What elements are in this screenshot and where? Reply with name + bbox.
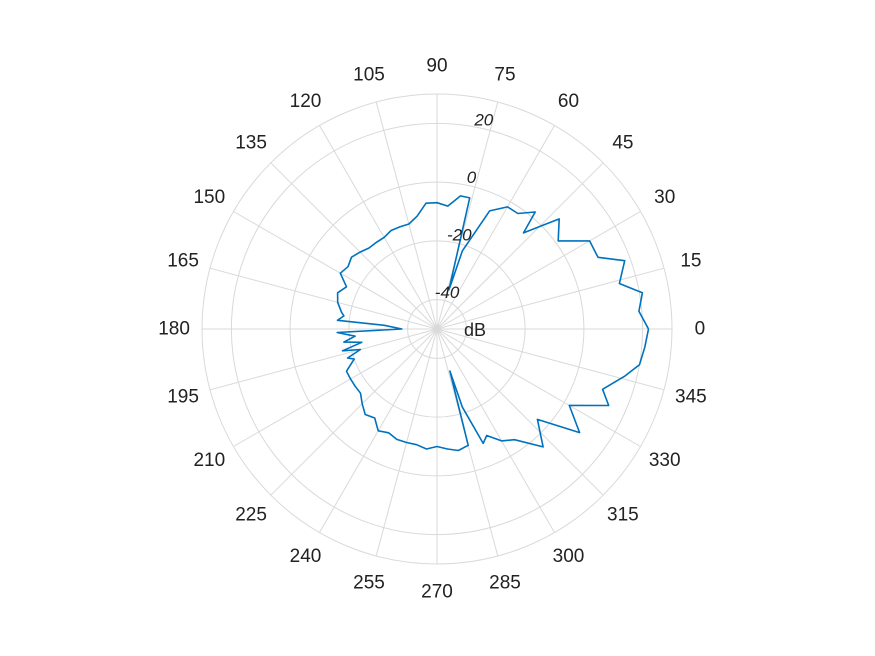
angle-tick-label-0: 0 (695, 319, 706, 340)
grid-spoke-330 (436, 328, 641, 447)
angle-tick-label-240: 240 (290, 546, 322, 567)
grid-spoke-225 (270, 328, 438, 496)
radial-tick-label: -40 (435, 283, 460, 302)
grid-spoke-30 (436, 211, 641, 330)
angle-tick-label-225: 225 (235, 504, 267, 525)
grid-spoke-105 (375, 101, 438, 330)
grid-ring--20 (348, 240, 526, 418)
angle-tick-label-195: 195 (167, 387, 199, 408)
angle-tick-label-165: 165 (167, 251, 199, 272)
angle-tick-label-285: 285 (489, 572, 521, 593)
angle-tick-label-15: 15 (680, 251, 701, 272)
grid-spoke-135 (270, 162, 438, 330)
grid-spoke-45 (436, 162, 604, 330)
angle-tick-label-180: 180 (158, 319, 190, 340)
grid-spoke-75 (436, 101, 499, 330)
radial-tick-label: 20 (473, 110, 493, 129)
angle-tick-label-345: 345 (675, 387, 707, 408)
grid-ring--40 (407, 299, 467, 359)
grid-spoke-120 (319, 125, 438, 330)
series-line-0 (336, 195, 650, 452)
grid-spoke-210 (233, 328, 438, 447)
angle-tick-label-60: 60 (558, 91, 579, 112)
angle-tick-label-300: 300 (553, 546, 585, 567)
angle-tick-label-75: 75 (494, 65, 515, 86)
grid-ring-0 (289, 181, 585, 477)
angle-tick-label-315: 315 (607, 504, 639, 525)
angle-tick-label-270: 270 (421, 581, 453, 602)
polar-grid (201, 93, 673, 565)
angle-tick-label-105: 105 (353, 65, 385, 86)
angle-tick-label-255: 255 (353, 572, 385, 593)
grid-spoke-60 (436, 125, 555, 330)
angle-tick-label-45: 45 (612, 133, 633, 154)
grid-spoke-300 (436, 328, 555, 533)
angle-tick-label-30: 30 (654, 187, 675, 208)
angle-tick-label-120: 120 (290, 91, 322, 112)
angle-tick-label-135: 135 (235, 133, 267, 154)
grid-spoke-195 (209, 328, 438, 391)
grid-spoke-150 (233, 211, 438, 330)
angle-tick-label-90: 90 (426, 56, 447, 77)
angle-tick-label-330: 330 (649, 450, 681, 471)
grid-spoke-165 (209, 267, 438, 330)
data-layer (336, 195, 650, 452)
angle-tick-label-210: 210 (193, 450, 225, 471)
radial-unit-label: dB (464, 320, 486, 340)
grid-ring-30 (201, 93, 673, 565)
angle-tick-label-150: 150 (193, 187, 225, 208)
grid-spoke-15 (436, 267, 665, 330)
label-layer: 0 15 30 45 60 75 90 105 120 135 150 165 180 195 210 225… (158, 56, 707, 603)
radial-tick-label: -20 (447, 225, 472, 244)
grid-spoke-345 (436, 328, 665, 391)
radial-tick-label: 0 (467, 168, 477, 187)
grid-ring-20 (230, 122, 644, 536)
grid-spoke-315 (436, 328, 604, 496)
